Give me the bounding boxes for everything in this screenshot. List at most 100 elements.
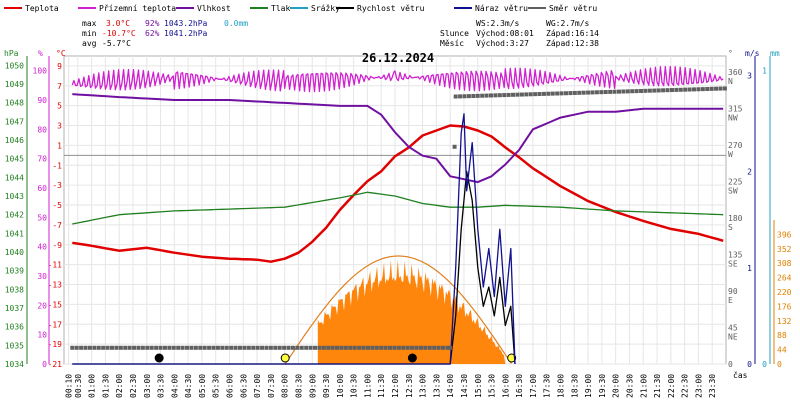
x-tick-label: 11:00 — [363, 374, 372, 398]
x-tick-label: 19:30 — [598, 374, 607, 398]
wind-direction-marker — [705, 86, 710, 91]
stats-max-label: max — [82, 19, 97, 28]
wind-direction-marker — [237, 345, 242, 350]
moonrise-marker — [154, 353, 164, 363]
unit-speed: m/s — [745, 49, 760, 58]
pressure-tick-label: 1046 — [5, 136, 24, 145]
radiation-layer — [154, 255, 517, 365]
wind-direction-marker — [330, 345, 335, 350]
unit-pressure: hPa — [4, 49, 19, 58]
wind-direction-marker — [594, 90, 599, 95]
wind-direction-marker — [273, 345, 278, 350]
wind-direction-marker — [639, 88, 644, 93]
wind-direction-marker — [480, 93, 485, 98]
wind-direction-marker — [722, 86, 727, 91]
direction-compass-label: SE — [728, 260, 738, 269]
wind-direction-marker — [608, 89, 613, 94]
wind-direction-marker — [198, 345, 203, 350]
radiation-tick-label: 396 — [777, 230, 792, 239]
wind-direction-marker — [132, 345, 137, 350]
rain-tick-label: 1 — [762, 67, 767, 76]
wind-direction-marker — [374, 345, 379, 350]
wind-direction-marker — [268, 345, 273, 350]
unit-humidity: % — [38, 49, 43, 58]
wind-direction-marker — [313, 345, 318, 350]
humidity-tick-label: 10 — [37, 331, 47, 340]
pressure-tick-label: 1041 — [5, 229, 24, 238]
wind-direction-marker — [401, 345, 406, 350]
wind-direction-marker — [317, 345, 322, 350]
x-tick-label: 18:30 — [570, 374, 579, 398]
x-tick-label: 10:30 — [350, 374, 359, 398]
wind-direction-marker — [105, 345, 110, 350]
x-tick-label: 00:30 — [74, 374, 83, 398]
temperature-tick-label: -1 — [52, 161, 62, 170]
wind-direction-marker — [674, 87, 679, 92]
wind-direction-marker — [123, 345, 128, 350]
direction-compass-label: E — [728, 296, 733, 305]
wind-direction-marker — [357, 345, 362, 350]
humidity-tick-label: 60 — [37, 184, 47, 193]
x-tick-label: 05:30 — [212, 374, 221, 398]
x-tick-label: 23:00 — [694, 374, 703, 398]
x-tick-label: 20:00 — [612, 374, 621, 398]
wind-direction-marker — [109, 345, 114, 350]
wind-direction-marker — [599, 90, 604, 95]
humidity-tick-label: 90 — [37, 96, 47, 105]
temperature-tick-label: -3 — [52, 181, 62, 190]
humidity-tick-label: 20 — [37, 301, 47, 310]
radiation-tick-label: 44 — [777, 346, 787, 355]
radiation-tick-label: 352 — [777, 245, 792, 254]
wind-direction-marker — [246, 345, 251, 350]
x-tick-label: 11:30 — [377, 374, 386, 398]
unit-direction: ° — [728, 49, 733, 58]
wind-direction-marker — [229, 345, 234, 350]
wind-direction-marker — [440, 345, 445, 350]
x-tick-label: 18:00 — [557, 374, 566, 398]
wind-direction-marker — [559, 91, 564, 96]
stats-block: max 3.0°C 92% 1043.2hPa 0.0mm min -10.7°… — [82, 19, 599, 48]
wind-direction-marker — [616, 89, 621, 94]
wind-direction-marker — [458, 94, 463, 99]
x-tick-label: 21:00 — [639, 374, 648, 398]
stats-min-press: 1041.2hPa — [164, 29, 208, 38]
radiation-tick-label: 176 — [777, 302, 792, 311]
legend-label: Teplota — [25, 4, 59, 13]
rain-tick-label: 0 — [762, 360, 767, 369]
sunrise-marker — [280, 353, 290, 363]
pressure-tick-label: 1035 — [5, 341, 24, 350]
x-tick-label: 07:30 — [267, 374, 276, 398]
direction-tick-label: 270 — [728, 141, 743, 150]
temperature-tick-label: -21 — [48, 360, 63, 369]
x-tick-label: 04:30 — [184, 374, 193, 398]
x-tick-label: 17:00 — [529, 374, 538, 398]
temperature-tick-label: 7 — [57, 82, 62, 91]
wind-direction-marker — [590, 90, 595, 95]
x-tick-label: 14:00 — [446, 374, 455, 398]
wind-direction-marker — [308, 345, 313, 350]
wind-direction-marker — [215, 345, 220, 350]
wind-direction-marker — [432, 345, 437, 350]
temperature-tick-label: -19 — [48, 340, 63, 349]
stats-avg-label: avg — [82, 39, 97, 48]
wind-direction-marker — [185, 345, 190, 350]
wind-direction-marker — [101, 345, 106, 350]
wind-direction-marker — [167, 345, 172, 350]
stats-min-label: min — [82, 29, 97, 38]
legend-swatch — [454, 7, 472, 9]
wind-direction-marker — [643, 88, 648, 93]
wind-direction-marker — [286, 345, 291, 350]
wind-direction-marker — [564, 91, 569, 96]
temperature-tick-label: -5 — [52, 201, 62, 210]
unit-time: čas — [733, 370, 748, 380]
legend-swatch — [78, 7, 96, 9]
wind-direction-marker — [612, 89, 617, 94]
wind-direction-marker — [678, 87, 683, 92]
wind-direction-marker — [282, 345, 287, 350]
wind-direction-marker — [414, 345, 419, 350]
x-tick-label: 14:30 — [460, 374, 469, 398]
series-layer — [70, 65, 727, 365]
humidity-tick-label: 100 — [33, 67, 48, 76]
pressure-tick-label: 1039 — [5, 267, 24, 276]
legend-swatch — [4, 7, 22, 9]
